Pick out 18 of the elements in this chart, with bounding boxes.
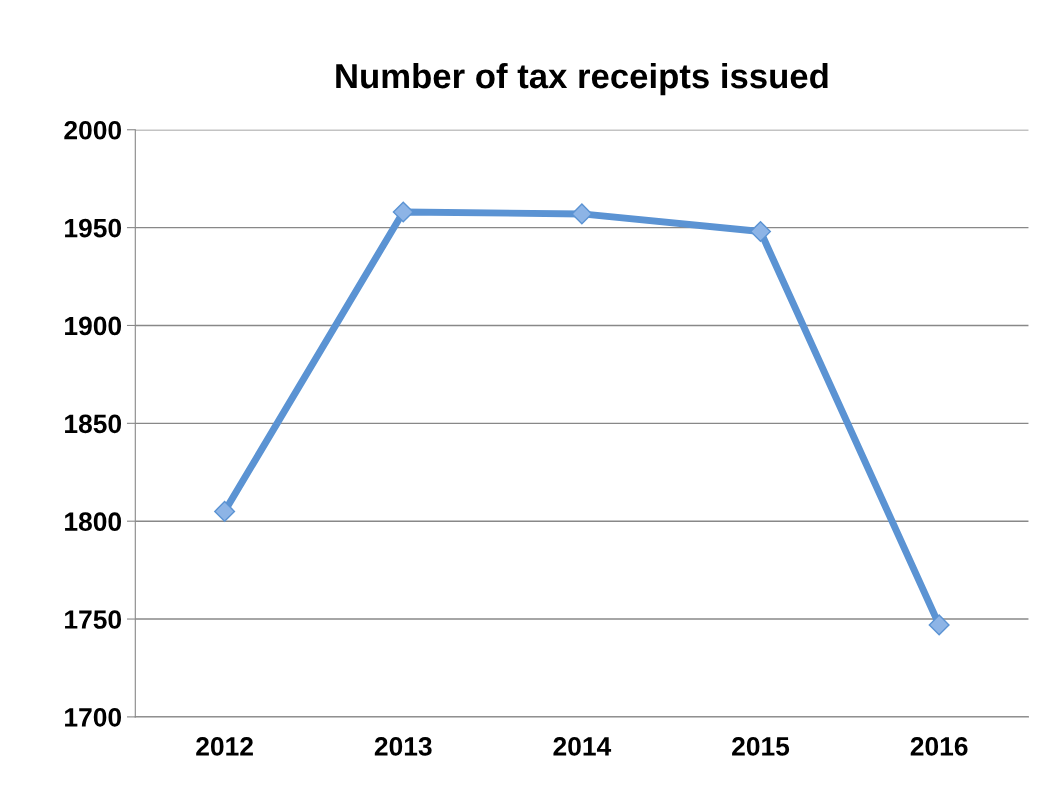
- x-tick-label: 2013: [374, 737, 432, 756]
- chart-title: Number of tax receipts issued: [336, 62, 828, 96]
- point: [749, 221, 772, 243]
- y-tick-label: 2000: [64, 120, 122, 140]
- y-tick-label: 1750: [65, 610, 122, 629]
- y-tick-label: 1800: [65, 512, 122, 532]
- x-tick-label: 2015: [732, 737, 790, 756]
- x-tick-label: 2012: [196, 737, 253, 756]
- y-tick-label: 1900: [65, 316, 122, 336]
- x-tick-label: 2016: [910, 737, 968, 756]
- y-tick-label: 1700: [65, 708, 122, 727]
- point: [392, 201, 414, 223]
- y-tick-label: 1850: [65, 414, 122, 434]
- point: [571, 203, 593, 225]
- y-tick-label: 1950: [65, 218, 122, 238]
- point: [214, 500, 236, 522]
- point: [928, 614, 950, 636]
- x-tick-label: 2014: [553, 737, 612, 756]
